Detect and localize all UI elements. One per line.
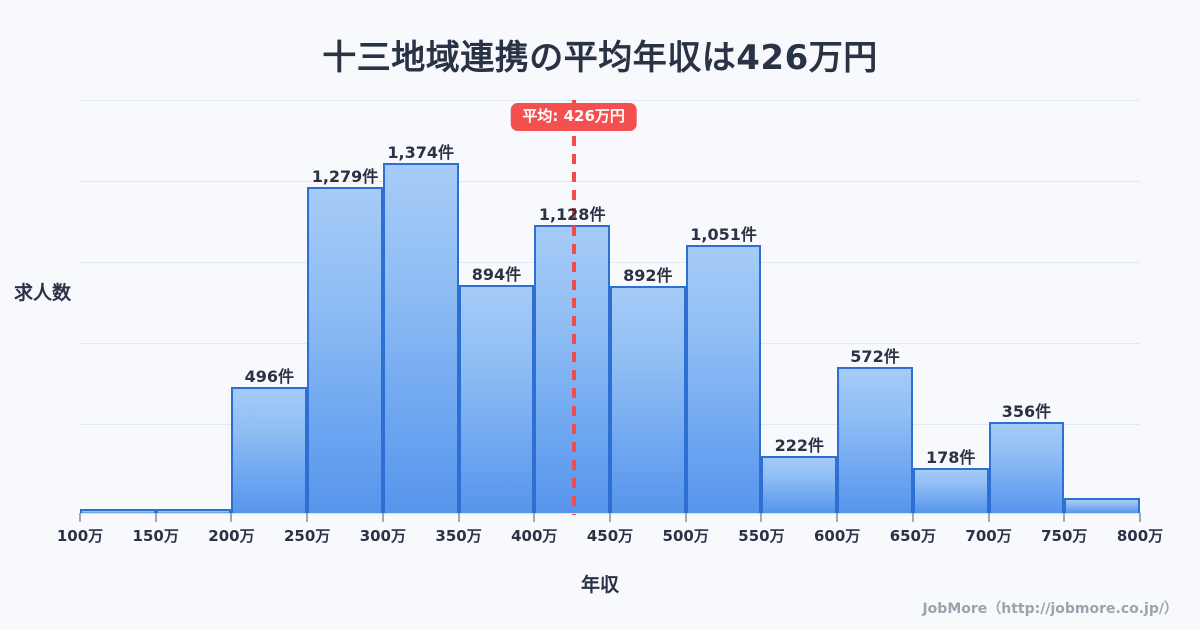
gridline	[80, 181, 1140, 182]
x-axis-tick-mark	[230, 513, 232, 522]
x-axis-tick-label: 300万	[359, 527, 406, 545]
x-axis-tick-label: 350万	[435, 527, 482, 545]
bar-value-label: 178件	[926, 447, 976, 467]
x-axis-title: 年収	[580, 574, 619, 596]
x-axis-tick-mark	[306, 513, 308, 522]
x-axis-tick-label: 700万	[965, 527, 1012, 545]
x-axis-tick-mark	[382, 513, 384, 522]
x-axis-tick-label: 150万	[132, 527, 179, 545]
x-axis-tick-mark	[533, 513, 535, 522]
x-axis-tick-mark	[79, 513, 81, 522]
x-axis-tick-label: 600万	[813, 527, 861, 545]
y-axis-title: 求人数	[14, 282, 72, 304]
bar-650万	[912, 467, 989, 513]
bar-value-label: 1,128件	[538, 205, 606, 225]
x-axis-tick-label: 200万	[208, 527, 255, 545]
x-axis-tick-label: 400万	[511, 527, 558, 545]
x-axis-tick-label: 650万	[889, 527, 936, 545]
bar-250万	[307, 186, 383, 513]
bar-value-label: 1,051件	[690, 225, 757, 245]
bar-value-label: 496件	[244, 366, 294, 386]
x-axis-tick-mark	[836, 513, 838, 522]
chart-plot-area	[80, 100, 1140, 515]
x-axis-tick-label: 550万	[738, 527, 785, 545]
bar-500万	[685, 245, 762, 513]
x-axis-tick-mark	[155, 513, 157, 522]
x-axis-tick-label: 500万	[662, 527, 709, 545]
x-axis-tick-mark	[609, 513, 611, 522]
bar-value-label: 1,374件	[387, 142, 455, 162]
bar-value-label: 356件	[1001, 402, 1052, 422]
x-axis-tick-mark	[1139, 513, 1141, 522]
x-axis-tick-mark	[1063, 513, 1065, 522]
bar-value-label: 1,279件	[311, 166, 379, 186]
bar-350万	[458, 285, 535, 513]
x-axis-tick-mark	[988, 513, 990, 522]
gridline	[80, 100, 1140, 101]
x-axis-tick-label: 450万	[586, 527, 634, 545]
x-axis-tick-label: 750万	[1041, 527, 1088, 545]
x-axis-tick-mark	[912, 513, 914, 522]
bar-600万	[837, 367, 913, 513]
footer-credit: JobMore（http://jobmore.co.jp/）	[922, 601, 1178, 617]
bar-700万	[988, 422, 1065, 513]
bar-value-label: 894件	[471, 265, 522, 285]
bar-value-label: 572件	[850, 347, 900, 367]
average-line	[571, 100, 576, 515]
x-axis-tick-label: 250万	[283, 527, 331, 545]
bar-100万	[80, 509, 156, 513]
x-axis-tick-label: 800万	[1116, 527, 1164, 545]
x-axis-tick-mark	[685, 513, 687, 522]
bar-450万	[610, 285, 686, 513]
bar-value-label: 222件	[774, 436, 824, 456]
page-title: 十三地域連携の平均年収は426万円	[322, 38, 878, 78]
bar-300万	[382, 162, 459, 513]
bar-550万	[761, 456, 838, 513]
average-badge: 平均: 426万円	[510, 103, 637, 131]
x-axis-tick-mark	[760, 513, 762, 522]
bar-200万	[231, 386, 308, 513]
bar-value-label: 892件	[623, 265, 673, 285]
x-axis-tick-mark	[458, 513, 460, 522]
gridline	[80, 262, 1140, 263]
x-axis-tick-label: 100万	[56, 527, 104, 545]
bar-150万	[155, 509, 232, 513]
bar-750万	[1064, 497, 1140, 513]
